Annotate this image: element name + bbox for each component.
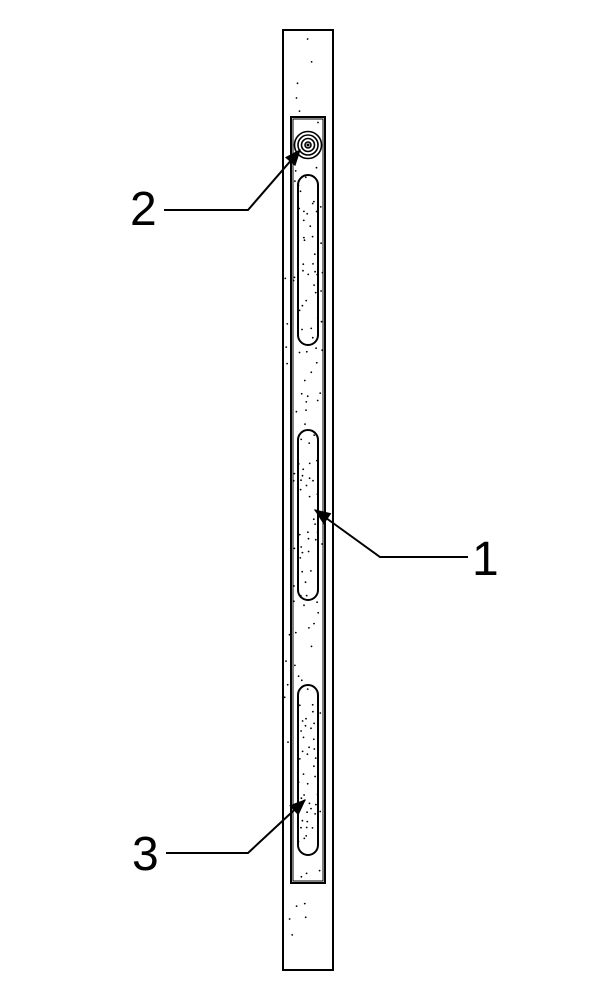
callout-1: 1 (315, 510, 499, 586)
callout-label-3: 3 (132, 828, 159, 881)
slot-3 (298, 685, 320, 855)
callout-3: 3 (132, 800, 305, 881)
callout-label-1: 1 (472, 533, 499, 586)
slot-1 (298, 175, 320, 345)
callout-2: 2 (130, 150, 300, 236)
slot-2 (298, 430, 319, 600)
callout-label-2: 2 (130, 183, 157, 236)
